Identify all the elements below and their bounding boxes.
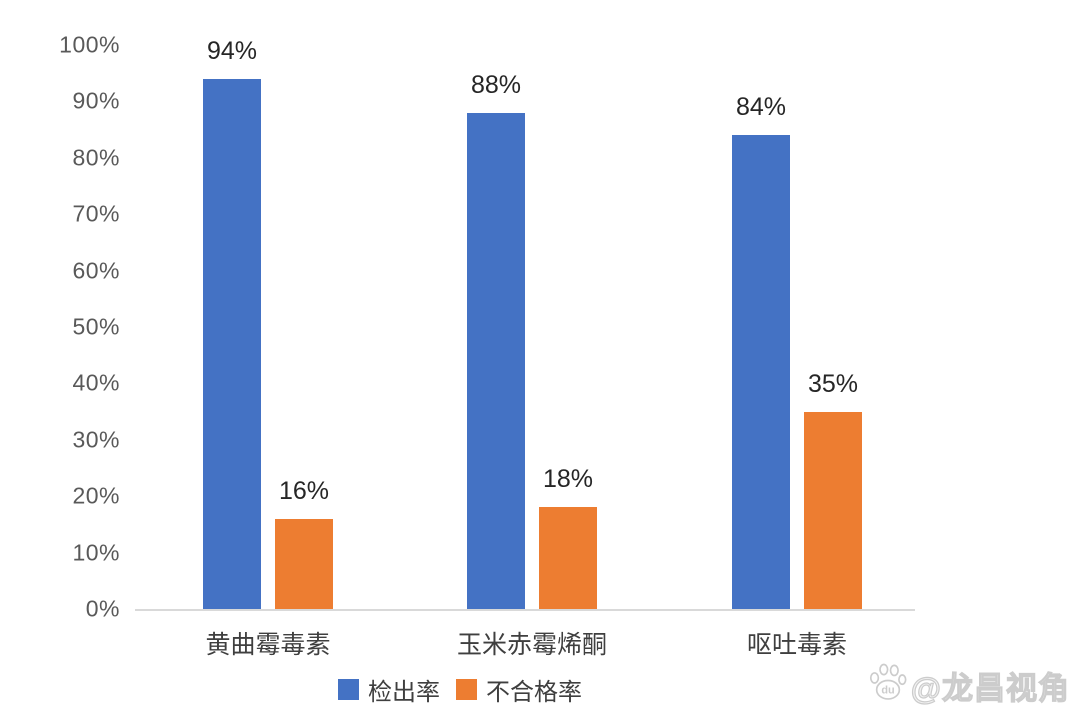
bar-value-label: 35%	[807, 370, 859, 398]
x-axis-line	[135, 609, 915, 611]
legend-label-detection-rate: 检出率	[368, 679, 440, 706]
bar-failure-rate	[804, 412, 862, 609]
bar-value-label: 84%	[735, 93, 787, 121]
y-tick-label: 50%	[72, 313, 120, 340]
category-label: 玉米赤霉烯酮	[456, 631, 608, 659]
paw-icon: du	[867, 662, 909, 709]
bar-value-label: 88%	[470, 71, 522, 99]
legend-label-failure-rate: 不合格率	[486, 679, 582, 706]
category-label: 黄曲霉毒素	[205, 631, 331, 659]
legend-item-detection-rate: 检出率	[338, 672, 440, 707]
bar-failure-rate	[539, 507, 597, 609]
chart-legend: 检出率 不合格率	[0, 672, 920, 707]
svg-text:du: du	[881, 685, 894, 697]
y-tick-label: 70%	[72, 200, 120, 227]
y-tick-label: 100%	[59, 31, 120, 58]
watermark: du @龙昌视角	[867, 662, 1070, 709]
watermark-text: @龙昌视角	[910, 670, 1070, 706]
bar-value-label: 18%	[542, 465, 594, 493]
legend-swatch-detection-rate	[338, 679, 359, 700]
bar-detection-rate	[203, 79, 261, 609]
legend-item-failure-rate: 不合格率	[456, 672, 582, 707]
bar-detection-rate	[732, 135, 790, 609]
y-tick-label: 10%	[72, 539, 120, 566]
category-label: 呕吐毒素	[746, 631, 848, 659]
bar-value-label: 94%	[206, 37, 258, 65]
bar-detection-rate	[467, 113, 525, 609]
y-tick-label: 40%	[72, 369, 120, 396]
y-tick-label: 60%	[72, 257, 120, 284]
y-tick-label: 80%	[72, 144, 120, 171]
y-tick-label: 0%	[85, 595, 120, 622]
y-tick-label: 20%	[72, 482, 120, 509]
legend-swatch-failure-rate	[456, 679, 477, 700]
y-tick-label: 90%	[72, 87, 120, 114]
bar-value-label: 16%	[278, 477, 330, 505]
bar-failure-rate	[275, 519, 333, 609]
y-tick-label: 30%	[72, 426, 120, 453]
